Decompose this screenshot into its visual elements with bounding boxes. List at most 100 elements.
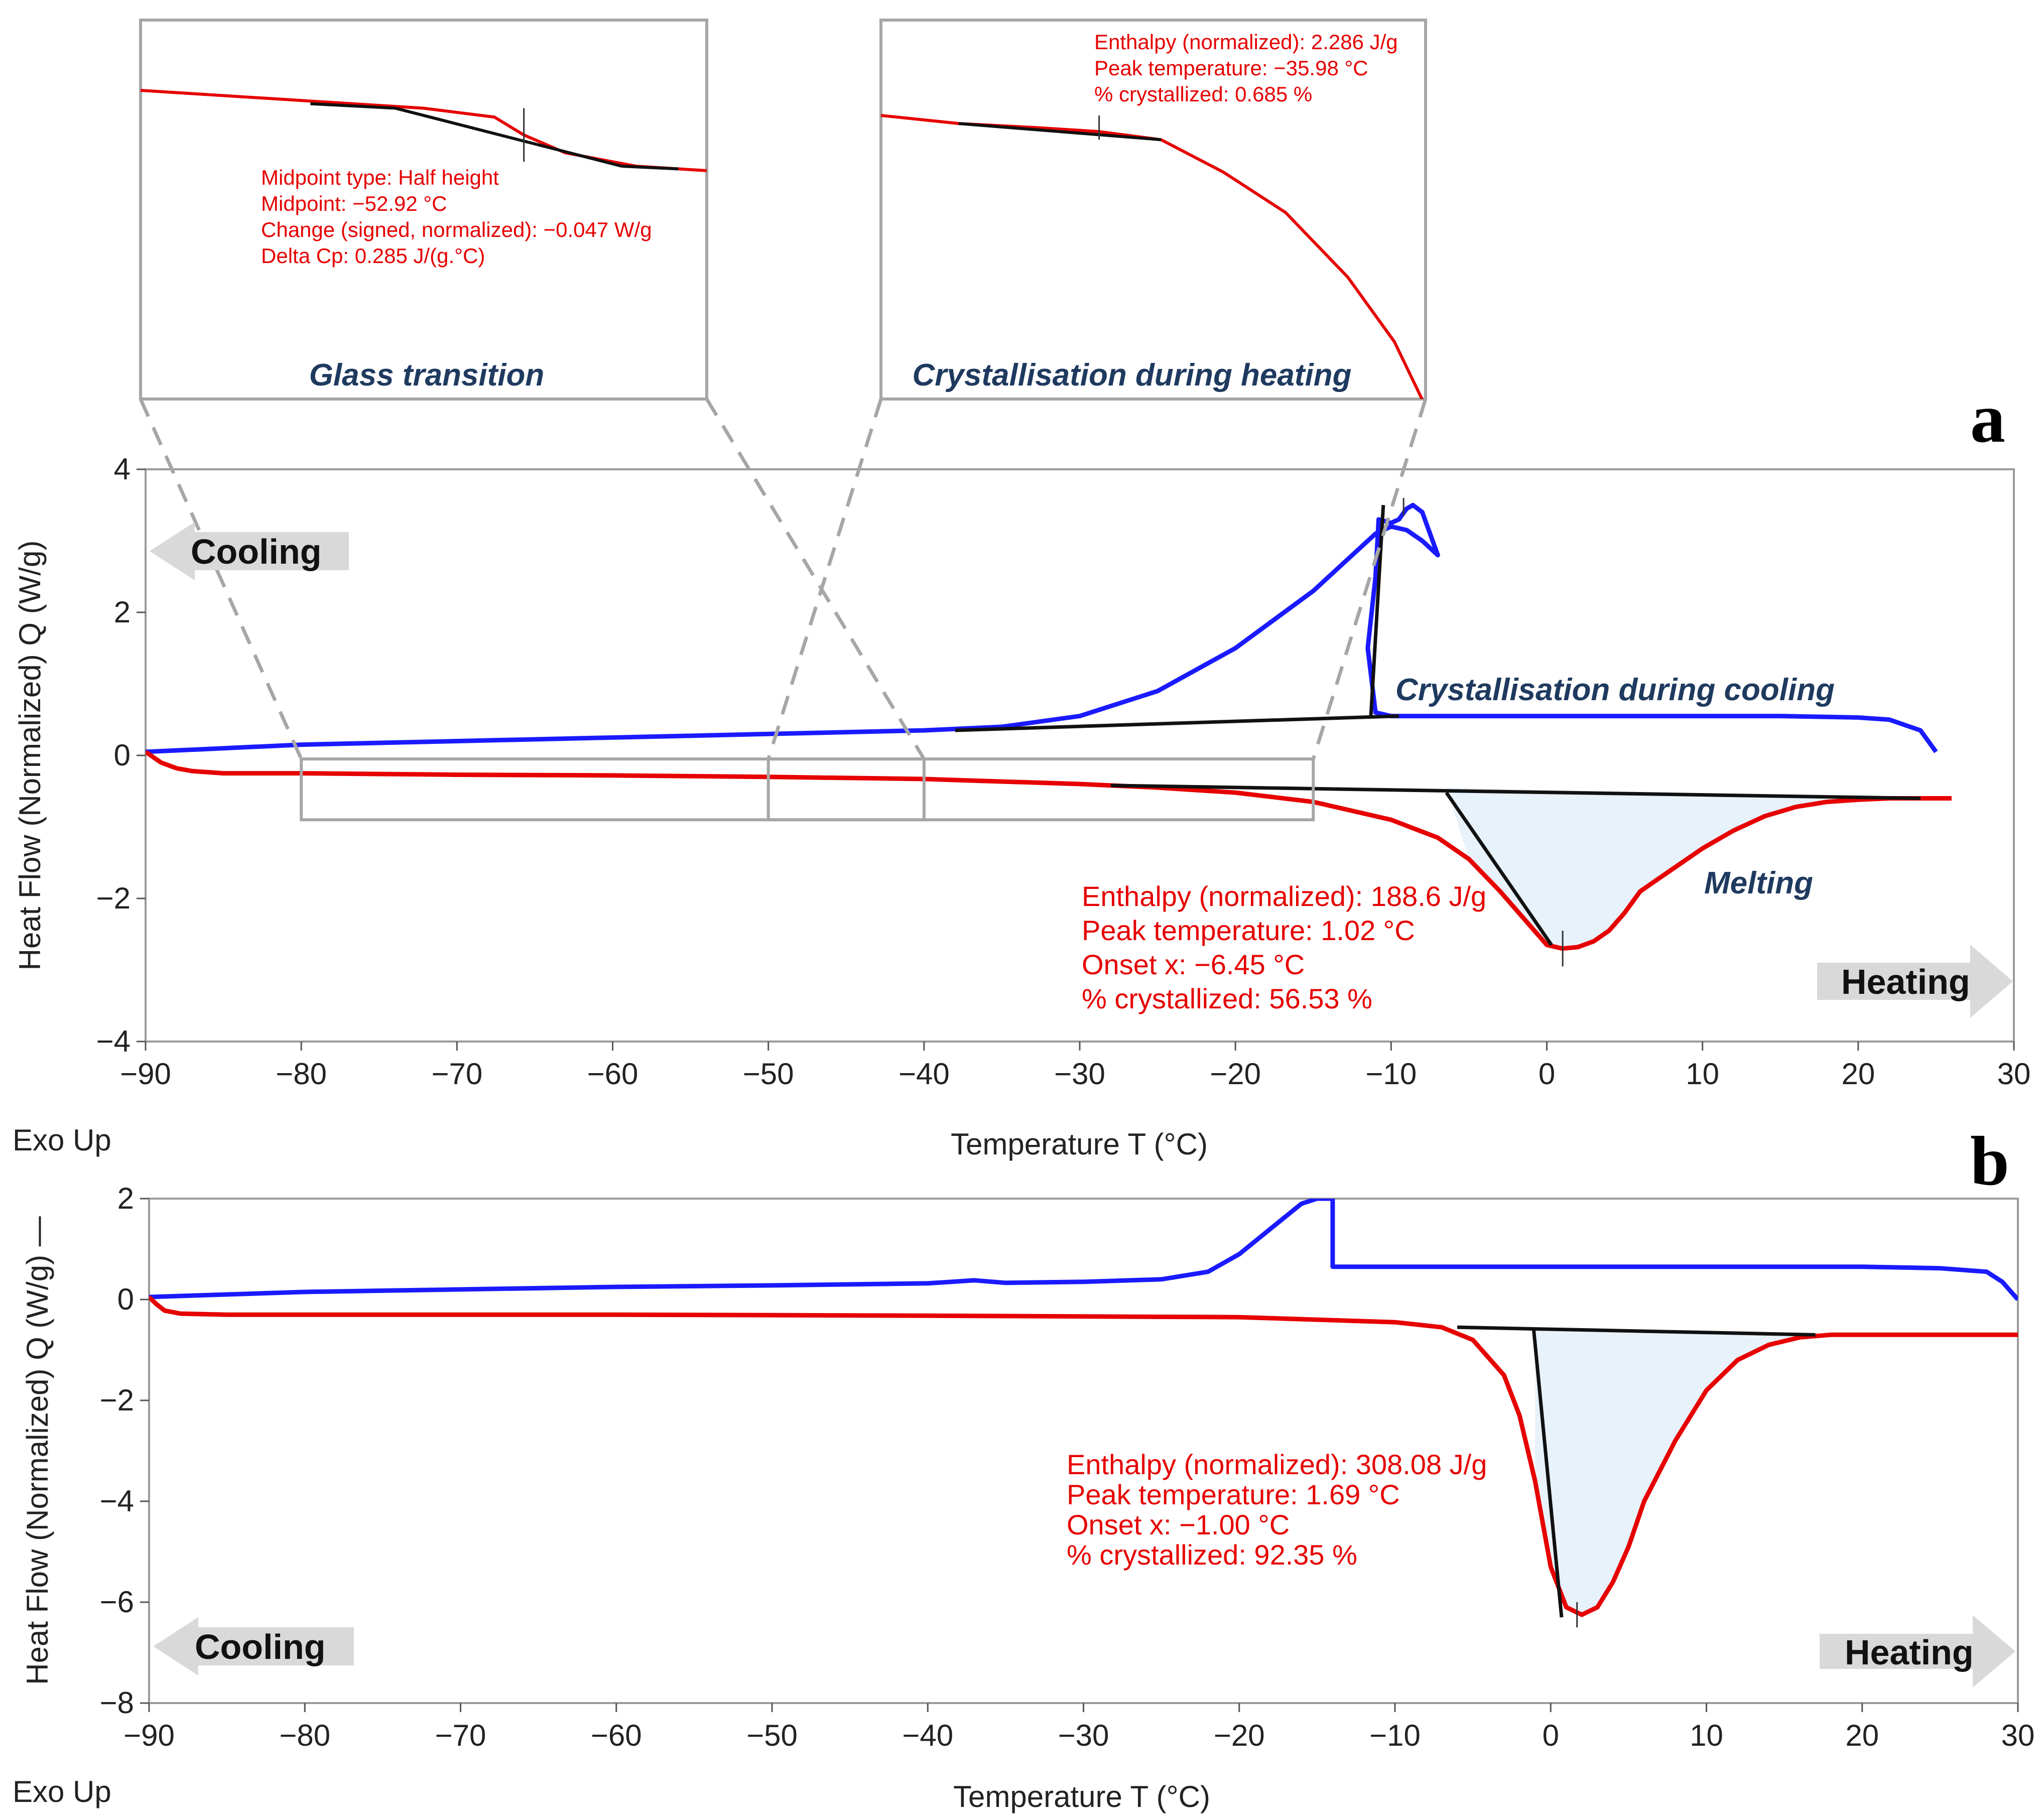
- melting-baseline: [1457, 1325, 1816, 1337]
- x-tick-label: −30: [1058, 1719, 1109, 1752]
- crystallisation-heating-annotation: % crystallized: 0.685 %: [1094, 82, 1312, 106]
- melting-annotation: % crystallized: 92.35 %: [1067, 1539, 1357, 1571]
- melting-annotation: Peak temperature: 1.69 °C: [1067, 1479, 1400, 1510]
- x-tick-label: −30: [1054, 1057, 1105, 1091]
- glass-transition-annotation: Midpoint type: Half height: [261, 166, 499, 189]
- caption-crystallisation-heating: Crystallisation during heating: [913, 358, 1352, 393]
- y-axis-label-a: Heat Flow (Normalized) Q (W/g): [13, 541, 47, 971]
- x-tick-label: 10: [1690, 1719, 1723, 1752]
- cooling-label: Cooling: [191, 532, 321, 571]
- x-tick-label: −70: [435, 1719, 486, 1752]
- cooling-curve: [149, 1199, 2018, 1301]
- cooling-arrow-a: Cooling: [150, 522, 349, 580]
- inset-frame: [139, 19, 708, 401]
- melting-annotation: Enthalpy (normalized): 308.08 J/g: [1067, 1449, 1487, 1480]
- x-tick-label: −90: [120, 1057, 171, 1091]
- cooling-curve: [146, 502, 1938, 754]
- heating-label: Heating: [1841, 962, 1970, 1001]
- x-tick-label: 0: [1543, 1719, 1559, 1752]
- x-tick-label: −10: [1365, 1057, 1417, 1091]
- glass-baseline-post: [621, 165, 679, 171]
- x-tick-label: −50: [746, 1719, 798, 1752]
- y-tick-label: −6: [100, 1585, 134, 1619]
- crystallisation-onset-tangent: [1369, 505, 1385, 716]
- cooling-label: Cooling: [195, 1627, 325, 1666]
- chart-panel-b: −90 −80 −70 −60 −50 −40 −30 −20 −10 0 10 20 30−8−6−4…: [100, 1182, 2035, 1752]
- x-tick-label: −10: [1369, 1719, 1421, 1752]
- heating-arrow-b: Heating: [1820, 1615, 2015, 1687]
- y-axis-label-b: Heat Flow (Normalized) Q (W/g) —: [21, 1216, 54, 1684]
- y-tick-label: −8: [100, 1686, 134, 1720]
- melting-onset-tangent: [1445, 792, 1553, 946]
- zoom-box-glass-transition: [300, 757, 926, 822]
- glass-transition-annotation: Change (signed, normalized): −0.047 W/g: [261, 218, 652, 241]
- melting-annotation: Enthalpy (normalized): 188.6 J/g: [1082, 880, 1486, 912]
- chart-panel-a: −90 −80 −70 −60 −50 −40 −30 −20 −10 0 10 20 30−4−202…: [96, 452, 2031, 1091]
- melting-baseline: [1110, 784, 1921, 800]
- panel-label-b: b: [1970, 1122, 2009, 1200]
- melting-annotation: Onset x: −6.45 °C: [1082, 949, 1305, 980]
- inset-frame: [879, 19, 1427, 401]
- exo-up-label-a: Exo Up: [13, 1123, 111, 1157]
- panel-label-a: a: [1970, 379, 2005, 457]
- x-axis-label-a: Temperature T (°C): [951, 1127, 1208, 1161]
- y-tick-label: 0: [117, 1282, 134, 1316]
- heating-curve: [149, 1295, 2018, 1617]
- melting-annotation: Onset x: −1.00 °C: [1067, 1509, 1290, 1540]
- melting-annotation: Peak temperature: 1.02 °C: [1082, 915, 1415, 946]
- melting-peak-area: [1535, 1329, 1816, 1615]
- zoom-connector: [1311, 398, 1428, 760]
- zoom-connector: [766, 398, 883, 760]
- melting-peak-area: [1446, 788, 1921, 949]
- x-tick-label: 0: [1539, 1057, 1555, 1091]
- melting-onset-tangent: [1531, 1328, 1564, 1618]
- x-tick-label: −80: [276, 1057, 327, 1091]
- x-tick-label: −60: [591, 1719, 642, 1752]
- caption-glass-transition: Glass transition: [309, 358, 545, 393]
- y-tick-label: 2: [117, 1182, 134, 1215]
- zoom-connector: [705, 398, 926, 760]
- x-tick-label: −20: [1214, 1719, 1265, 1752]
- crystallisation-baseline: [955, 714, 1399, 732]
- zoom-connector: [139, 398, 303, 760]
- x-tick-label: 20: [1845, 1719, 1879, 1752]
- glass-transition-curve: [141, 89, 707, 172]
- x-tick-label: −70: [431, 1057, 482, 1091]
- x-tick-label: −40: [902, 1719, 953, 1752]
- exo-up-label-b: Exo Up: [13, 1775, 111, 1808]
- x-axis-label-b: Temperature T (°C): [953, 1780, 1210, 1813]
- crystallisation-cooling-label: Crystallisation during cooling: [1395, 673, 1835, 707]
- inset-glass-transition: Midpoint type: Half height Midpoint: −52.…: [139, 19, 708, 401]
- y-tick-label: 0: [114, 738, 131, 772]
- x-tick-label: 10: [1686, 1057, 1719, 1091]
- plot-frame: [145, 468, 2015, 1043]
- glass-baseline-pre: [310, 102, 396, 110]
- y-tick-label: −2: [100, 1383, 134, 1417]
- heating-curve: [146, 750, 1952, 951]
- x-tick-label: 30: [2001, 1719, 2035, 1752]
- crystallisation-heating-annotation: Peak temperature: −35.98 °C: [1094, 56, 1368, 80]
- x-tick-label: −80: [279, 1719, 330, 1752]
- y-tick-label: −2: [96, 881, 131, 915]
- melting-annotation: % crystallized: 56.53 %: [1082, 983, 1372, 1014]
- glass-inflection-tangent: [395, 106, 622, 168]
- x-tick-label: −60: [587, 1057, 638, 1091]
- y-tick-label: −4: [100, 1484, 134, 1518]
- cooling-arrow-b: Cooling: [153, 1617, 354, 1675]
- x-tick-label: −40: [899, 1057, 950, 1091]
- x-tick-label: −20: [1210, 1057, 1261, 1091]
- y-tick-label: 4: [114, 452, 131, 486]
- crystallisation-heating-annotation: Enthalpy (normalized): 2.286 J/g: [1094, 30, 1398, 54]
- heating-label: Heating: [1845, 1633, 1974, 1672]
- melting-label: Melting: [1704, 866, 1813, 900]
- heating-arrow-a: Heating: [1817, 945, 2013, 1018]
- glass-transition-annotation: Delta Cp: 0.285 J/(g.°C): [261, 244, 485, 268]
- x-tick-label: 30: [1997, 1057, 2031, 1091]
- crystallisation-baseline: [958, 122, 1162, 142]
- zoom-box-crystallisation: [766, 757, 1315, 822]
- y-tick-label: −4: [96, 1024, 131, 1058]
- y-tick-label: 2: [114, 595, 131, 629]
- x-tick-label: 20: [1841, 1057, 1875, 1091]
